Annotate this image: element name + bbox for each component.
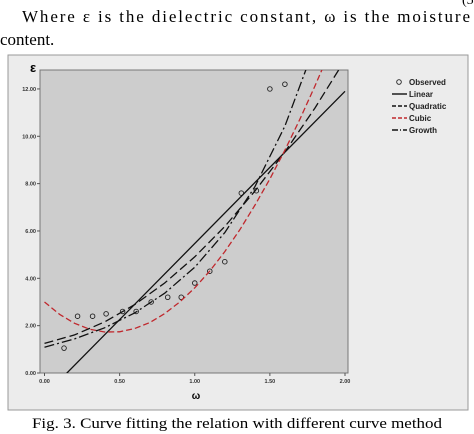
body-text: Where ε is the dielectric constant, ω is… bbox=[22, 7, 470, 26]
y-tick-label: 10.00 bbox=[22, 134, 36, 140]
fit-curve bbox=[65, 90, 346, 373]
equation-number: (5) bbox=[462, 0, 474, 8]
observed-point bbox=[89, 313, 96, 319]
legend: Observed Linear Quadratic Cubic Growth bbox=[392, 78, 447, 135]
x-tick-label: 1.50 bbox=[265, 379, 276, 385]
observed-point bbox=[119, 308, 126, 315]
y-tick-label: 12.00 bbox=[22, 87, 36, 93]
observed-point bbox=[222, 258, 228, 265]
y-tick-label: 6.00 bbox=[25, 229, 36, 235]
y-tick-label: 0.00 bbox=[25, 371, 36, 377]
observed-point bbox=[267, 86, 273, 92]
observed-point bbox=[164, 294, 171, 301]
observed-point bbox=[61, 345, 67, 351]
y-tick-label: 2.00 bbox=[25, 324, 36, 330]
observed-point bbox=[207, 268, 213, 274]
y-tick-label: 4.00 bbox=[25, 276, 36, 282]
legend-marker bbox=[396, 79, 402, 85]
legend-label: Linear bbox=[409, 90, 433, 99]
caption: Fig. 3. Curve fitting the relation with … bbox=[32, 416, 443, 432]
x-axis-label: ω bbox=[192, 391, 201, 402]
plot-marks bbox=[44, 70, 346, 373]
axes: 0.00 2.00 4.00 6.00 8.00 10.00 12.00 0.00 0.50 1.… bbox=[22, 87, 350, 385]
plot-area bbox=[39, 69, 349, 374]
fit-curve bbox=[44, 70, 340, 345]
observed-point bbox=[192, 280, 198, 286]
legend-label: Cubic bbox=[409, 114, 432, 123]
body-text: content. bbox=[0, 30, 54, 49]
x-tick-label: 0.50 bbox=[114, 379, 125, 385]
observed-point bbox=[133, 308, 139, 315]
observed-point bbox=[74, 313, 81, 319]
legend-label: Observed bbox=[409, 78, 446, 87]
observed-point bbox=[178, 294, 184, 301]
observed-point bbox=[148, 299, 154, 305]
y-tick-label: 8.00 bbox=[25, 182, 36, 188]
legend-label: Growth bbox=[409, 126, 437, 135]
x-tick-label: 2.00 bbox=[340, 379, 351, 385]
legend-label: Quadratic bbox=[409, 102, 447, 111]
fit-curve bbox=[44, 70, 307, 348]
x-tick-label: 1.00 bbox=[189, 379, 200, 385]
observed-point bbox=[103, 311, 109, 317]
fit-curve bbox=[44, 70, 323, 333]
observed-point bbox=[282, 81, 288, 87]
y-axis-label: ε bbox=[30, 60, 36, 75]
x-tick-label: 0.00 bbox=[39, 379, 50, 385]
